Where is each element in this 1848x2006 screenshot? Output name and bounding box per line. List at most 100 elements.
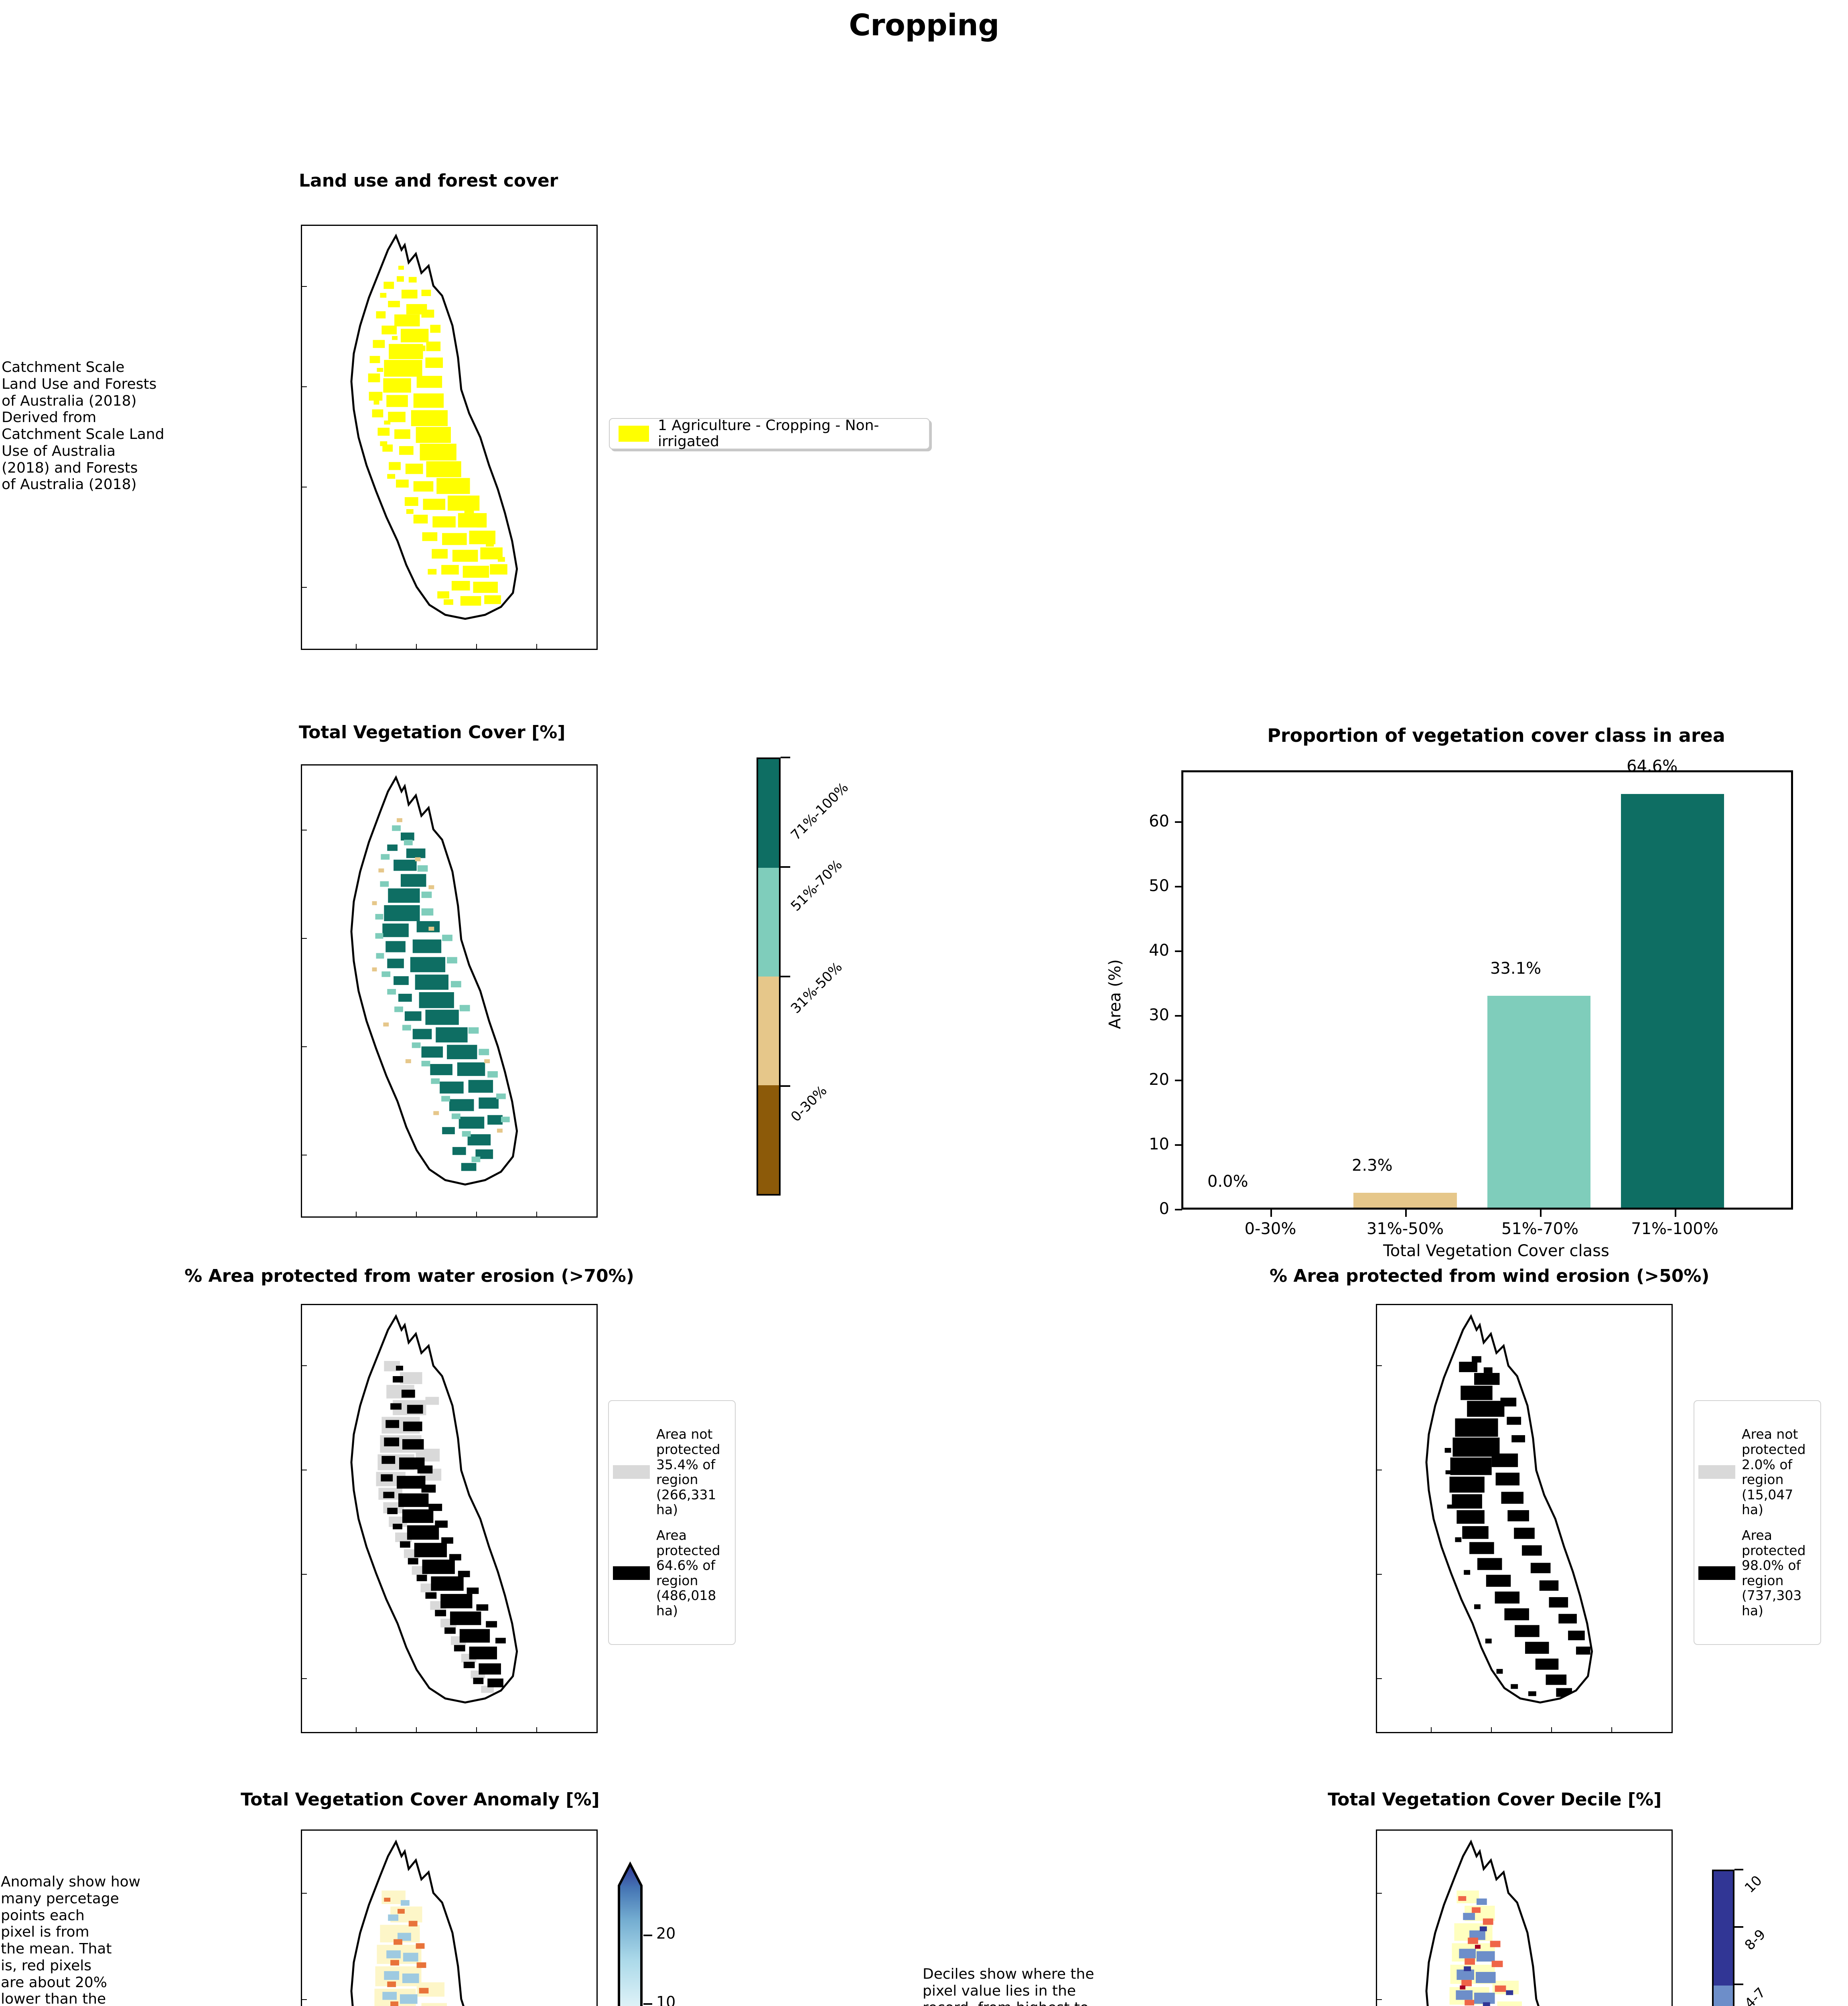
bar-ytick-mark bbox=[1175, 950, 1182, 952]
legend-row-protected: Area protected 64.6% of region (486,018 … bbox=[613, 1528, 731, 1618]
cbar-tick bbox=[781, 866, 790, 868]
legend-row-not-protected: Area not protected 2.0% of region (15,04… bbox=[1698, 1427, 1816, 1517]
bar-chart-plot-area[interactable] bbox=[1181, 770, 1793, 1210]
bar-ytick-label-0: 0 bbox=[1159, 1200, 1169, 1218]
wind-erosion-legend[interactable]: Area not protected 2.0% of region (15,04… bbox=[1694, 1400, 1821, 1645]
decile-map-graphic bbox=[1425, 1840, 1540, 2006]
anomaly-cbar-label-10: 10 bbox=[656, 1993, 676, 2006]
legend-swatch-cropping bbox=[619, 426, 649, 442]
map-axis-tick bbox=[416, 1727, 417, 1732]
cbar-segment-10 bbox=[1714, 1871, 1733, 1986]
bar-ytick-label-40: 40 bbox=[1149, 941, 1169, 960]
map-axis-tick bbox=[536, 644, 537, 649]
veg-cover-pixels bbox=[372, 818, 510, 1171]
anomaly-pixels bbox=[374, 1890, 447, 2006]
bar-xtick-label-0-30: 0-30% bbox=[1244, 1220, 1296, 1238]
legend-label-protected: Area protected 98.0% of region (737,303 … bbox=[1742, 1527, 1806, 1619]
legend-row-protected: Area protected 98.0% of region (737,303 … bbox=[1698, 1528, 1816, 1618]
decile-cbar-label-10: 10 bbox=[1741, 1872, 1765, 1896]
bar-ytick-mark bbox=[1175, 1015, 1182, 1017]
map-axis-tick bbox=[536, 1212, 537, 1216]
water-erosion-map[interactable] bbox=[301, 1304, 598, 1733]
bar-value-0-30: 0.0% bbox=[1207, 1172, 1248, 1191]
bar-ytick-mark bbox=[1175, 886, 1182, 887]
map-axis-tick bbox=[1377, 1574, 1382, 1575]
bar-ytick-mark bbox=[1175, 821, 1182, 823]
bar-ytick-label-30: 30 bbox=[1149, 1006, 1169, 1024]
map-axis-tick bbox=[1377, 1365, 1382, 1366]
wind-erosion-panel-title: % Area protected from wind erosion (>50%… bbox=[1270, 1266, 1710, 1286]
cbar-segment-8-9 bbox=[1714, 1985, 1733, 2006]
land-use-map[interactable] bbox=[301, 225, 598, 650]
bar-51-70[interactable] bbox=[1487, 995, 1591, 1208]
map-axis-tick bbox=[1377, 1678, 1382, 1679]
land-use-panel-title: Land use and forest cover bbox=[299, 171, 558, 191]
bar-xtick-label-31-50: 31%-50% bbox=[1366, 1220, 1444, 1238]
map-axis-tick bbox=[1611, 1727, 1612, 1732]
water-erosion-pixels bbox=[376, 1361, 506, 1693]
wind-erosion-pixels bbox=[1444, 1356, 1590, 1697]
decile-side-note: Deciles show where the pixel value lies … bbox=[923, 1966, 1094, 2006]
map-axis-tick bbox=[302, 1365, 307, 1366]
map-axis-tick bbox=[476, 1727, 477, 1732]
legend-swatch-not-protected bbox=[1698, 1465, 1735, 1479]
decile-panel-title: Total Vegetation Cover Decile [%] bbox=[1328, 1789, 1662, 1810]
page-title: Cropping bbox=[849, 8, 999, 43]
decile-colorbar[interactable] bbox=[1712, 1870, 1734, 2006]
cbar-tick bbox=[643, 1935, 652, 1936]
land-use-side-note: Catchment Scale Land Use and Forests of … bbox=[2, 359, 164, 493]
map-axis-tick bbox=[476, 644, 477, 649]
map-axis-tick bbox=[1377, 1893, 1382, 1894]
anomaly-map[interactable] bbox=[301, 1829, 598, 2006]
map-axis-tick bbox=[302, 938, 307, 939]
map-axis-tick bbox=[476, 1212, 477, 1216]
bar-xtick-mark bbox=[1540, 1210, 1542, 1217]
bar-value-51-70: 33.1% bbox=[1490, 959, 1542, 978]
cbar-tick bbox=[643, 2003, 652, 2005]
bar-ytick-mark bbox=[1175, 1209, 1182, 1210]
cbar-tick bbox=[1734, 1984, 1743, 1985]
cbar-tick bbox=[781, 757, 790, 758]
anomaly-colorbar[interactable] bbox=[618, 1862, 643, 2006]
map-axis-tick bbox=[302, 386, 307, 387]
map-axis-tick bbox=[302, 1999, 307, 2000]
map-axis-tick bbox=[302, 1046, 307, 1047]
bar-xaxis-label: Total Vegetation Cover class bbox=[1383, 1242, 1609, 1260]
bar-ytick-label-60: 60 bbox=[1149, 812, 1169, 830]
bar-31-50[interactable] bbox=[1353, 1193, 1457, 1208]
decile-map[interactable] bbox=[1376, 1829, 1673, 2006]
legend-row-not-protected: Area not protected 35.4% of region (266,… bbox=[613, 1427, 731, 1517]
bar-71-100[interactable] bbox=[1621, 794, 1724, 1208]
anomaly-cbar-label-20: 20 bbox=[656, 1925, 676, 1942]
bar-chart-title: Proportion of vegetation cover class in … bbox=[1267, 725, 1725, 746]
land-use-legend[interactable]: 1 Agriculture - Cropping - Non-irrigated bbox=[609, 417, 930, 450]
land-use-map-graphic bbox=[350, 233, 518, 620]
cbar-tick bbox=[781, 976, 790, 977]
map-axis-tick bbox=[302, 1893, 307, 1894]
water-erosion-legend[interactable]: Area not protected 35.4% of region (266,… bbox=[608, 1400, 736, 1645]
bar-xtick-label-51-70: 51%-70% bbox=[1501, 1220, 1579, 1238]
cbar-segment-51-70 bbox=[758, 868, 779, 977]
veg-cover-colorbar[interactable] bbox=[757, 757, 781, 1196]
wind-erosion-map[interactable] bbox=[1376, 1304, 1673, 1733]
veg-cover-panel-title: Total Vegetation Cover [%] bbox=[299, 722, 566, 743]
veg-cover-map[interactable] bbox=[301, 764, 598, 1218]
bar-xtick-label-71-100: 71%-100% bbox=[1631, 1220, 1718, 1238]
cbar-segment-31-50 bbox=[758, 977, 779, 1085]
legend-swatch-protected bbox=[613, 1566, 650, 1580]
map-axis-tick bbox=[416, 1212, 417, 1216]
map-axis-tick bbox=[356, 1212, 357, 1216]
map-axis-tick bbox=[1431, 1727, 1432, 1732]
legend-swatch-protected bbox=[1698, 1566, 1735, 1580]
bar-ytick-mark bbox=[1175, 1080, 1182, 1081]
map-axis-tick bbox=[356, 1727, 357, 1732]
cropping-pixels bbox=[368, 266, 507, 606]
bar-value-31-50: 2.3% bbox=[1352, 1156, 1393, 1175]
cbar-segment-0-30 bbox=[758, 1085, 779, 1194]
anomaly-side-note: Anomaly show how many percetage points e… bbox=[1, 1874, 141, 2006]
cbar-label-51-70: 51%-70% bbox=[787, 857, 846, 915]
bar-xtick-mark bbox=[1270, 1210, 1272, 1217]
veg-cover-map-graphic bbox=[350, 775, 518, 1186]
bar-ytick-label-50: 50 bbox=[1149, 877, 1169, 895]
legend-label-protected: Area protected 64.6% of region (486,018 … bbox=[656, 1527, 720, 1619]
